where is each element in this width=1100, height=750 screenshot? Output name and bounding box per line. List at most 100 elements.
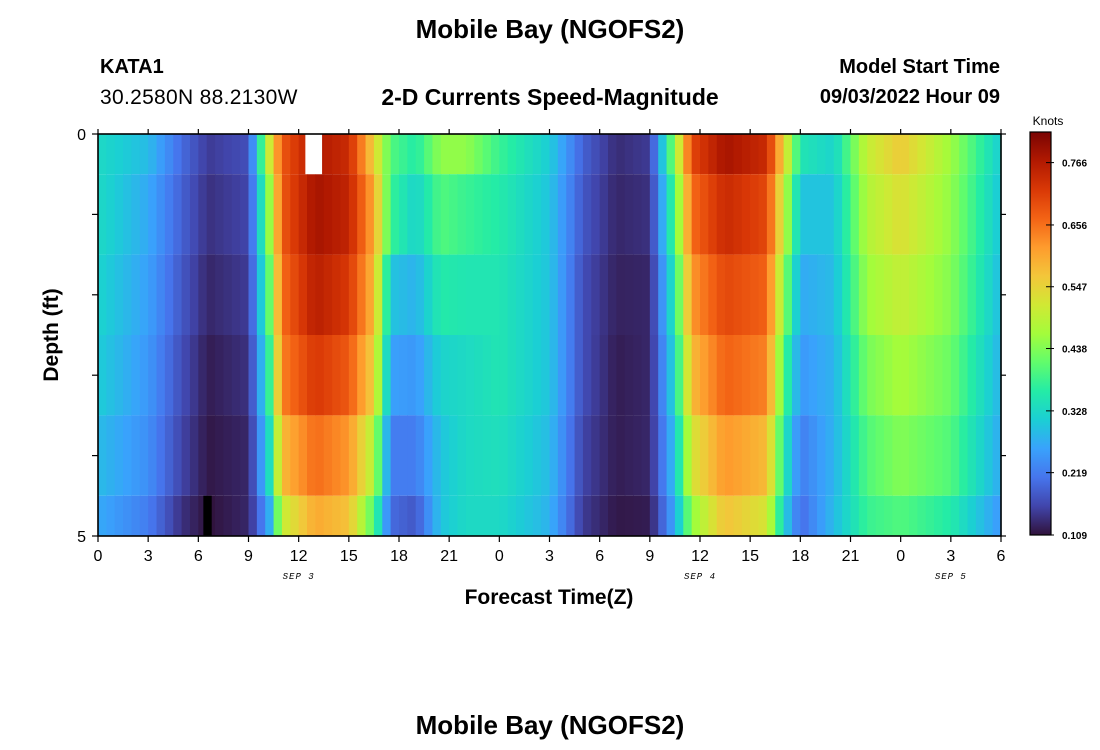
heatmap-cell [265,174,275,255]
heatmap-cell [725,415,735,496]
heatmap-cell [340,174,350,255]
heatmap-cell [691,335,701,416]
heatmap-cell [541,254,551,335]
heatmap-cell [992,254,1002,335]
heatmap-cell [240,174,250,255]
heatmap-cell [942,254,952,335]
heatmap-cell [281,495,291,536]
heatmap-cell [223,495,233,536]
heatmap-cell [867,134,877,175]
colorbar-tick-label: 0.656 [1062,221,1087,232]
heatmap-cell [474,495,484,536]
heatmap-cell [131,134,141,175]
heatmap-cell [808,495,818,536]
heatmap-cell [934,335,944,416]
heatmap-cell [114,415,124,496]
heatmap-cell [123,174,133,255]
heatmap-cell [198,415,208,496]
heatmap-cell [733,415,743,496]
heatmap-cell [457,174,467,255]
heatmap-cell [499,495,509,536]
heatmap-cell [248,254,258,335]
heatmap-cell [984,254,994,335]
heatmap-cell [750,254,760,335]
heatmap-cell [733,134,743,175]
heatmap-cell [616,335,626,416]
heatmap-cell [700,254,709,335]
heatmap-cell [123,415,133,496]
heatmap-cell [934,174,944,255]
heatmap-cell [867,174,877,255]
heatmap-cell [858,134,868,175]
heatmap-cell [616,495,626,536]
heatmap-cell [181,495,191,536]
heatmap-marker [305,134,323,175]
heatmap-cell [808,134,818,175]
heatmap-cell [992,335,1002,416]
heatmap-cell [432,254,442,335]
heatmap-cell [967,134,977,175]
heatmap-cell [775,254,785,335]
heatmap-cell [758,415,768,496]
heatmap-cell [482,415,492,496]
heatmap-cell [582,254,592,335]
heatmap-cell [465,254,475,335]
heatmap-cell [215,335,225,416]
heatmap-cell [248,335,258,416]
heatmap-cell [708,415,718,496]
heatmap-cell [507,415,517,496]
heatmap-cell [959,174,969,255]
heatmap-cell [975,335,985,416]
heatmap-cell [674,134,684,175]
heatmap-cell [992,174,1002,255]
x-tick-label: 6 [194,548,203,565]
heatmap-cell [733,495,743,536]
x-tick-label: 15 [741,548,759,565]
heatmap-cell [608,254,617,335]
heatmap-cell [741,134,751,175]
heatmap-cell [992,134,1002,175]
heatmap-cell [474,254,484,335]
heatmap-cell [633,335,643,416]
heatmap-cell [783,335,793,416]
heatmap-cell [323,415,333,496]
heatmap-cell [340,254,350,335]
heatmap-cell [833,254,843,335]
heatmap-cell [741,415,751,496]
heatmap-cell [139,495,149,536]
heatmap-cell [683,254,693,335]
heatmap-cell [566,415,576,496]
heatmap-cell [516,254,526,335]
heatmap-cell [582,415,592,496]
heatmap-cell [791,254,801,335]
x-tick-label: 3 [144,548,153,565]
heatmap-cell [281,134,291,175]
heatmap-cell [457,254,467,335]
heatmap-cell [875,174,885,255]
heatmap-cell [800,495,810,536]
heatmap-cell [733,174,743,255]
x-tick-label: 3 [545,548,554,565]
heatmap-cell [156,495,166,536]
heatmap-cell [674,495,684,536]
heatmap-cell [842,134,852,175]
heatmap-cell [415,335,425,416]
heatmap-cell [315,335,325,416]
heatmap-cell [557,335,567,416]
heatmap-cell [532,415,542,496]
heatmap-cell [549,415,559,496]
heatmap-cell [700,335,709,416]
heatmap-cell [725,254,735,335]
heatmap-cell [474,134,484,175]
heatmap-cell [616,174,626,255]
x-tick-label: 3 [946,548,955,565]
heatmap-cell [474,415,484,496]
heatmap-cell [649,335,659,416]
heatmap-cell [800,254,810,335]
colorbar-tick-label: 0.328 [1062,407,1087,418]
heatmap-cell [365,495,375,536]
heatmap-cell [892,335,902,416]
heatmap-cell [591,415,601,496]
heatmap-cell [624,335,634,416]
heatmap-cell [407,254,417,335]
